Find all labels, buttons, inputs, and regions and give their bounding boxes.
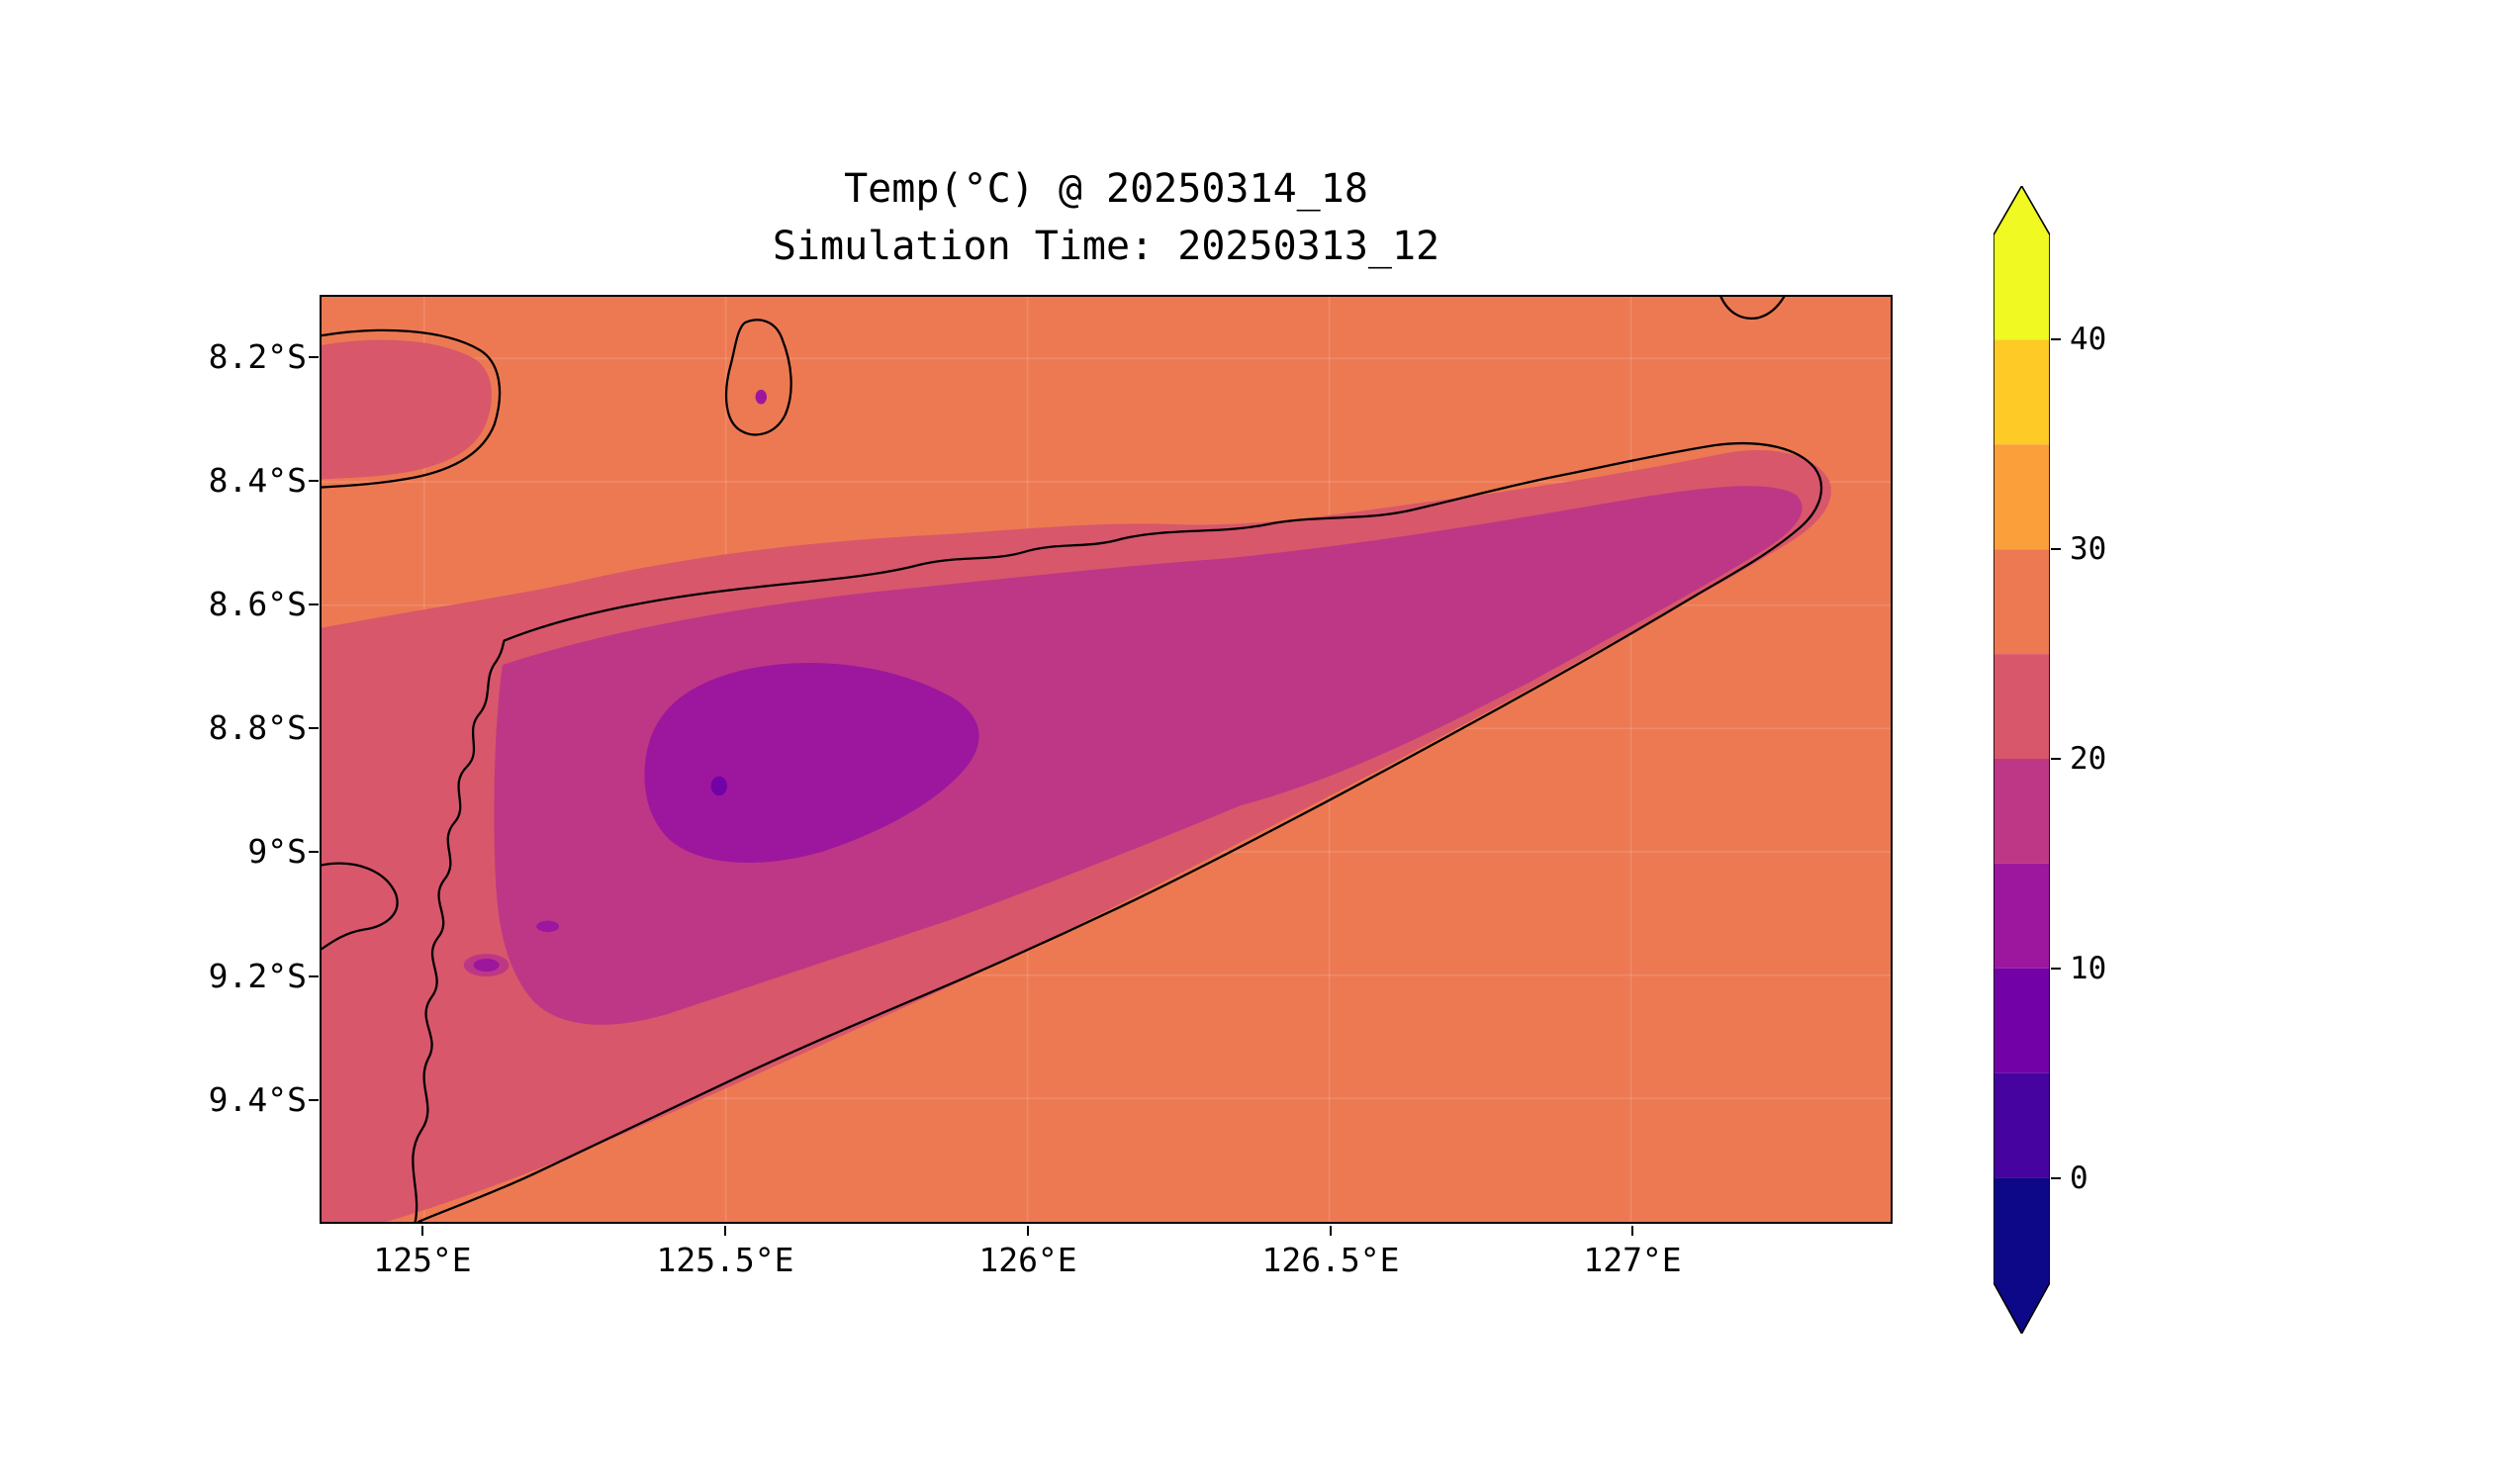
x-tick-label-126.5e: 126.5°E — [1261, 1241, 1400, 1279]
colorbar-tick-mark — [2051, 338, 2061, 340]
coastline-wetar-tip — [1719, 297, 1786, 320]
coastline-main-island — [412, 441, 1823, 1222]
colorbar-tick-mark — [2051, 758, 2061, 760]
coastlines-group — [322, 297, 1823, 1222]
colorbar-tick-label-10: 10 — [2070, 951, 2107, 986]
colorbar-band-15-20 — [1994, 759, 2050, 864]
y-tick-mark — [309, 480, 319, 482]
x-tick-label-125e: 125°E — [373, 1241, 472, 1279]
coastline-atauro-island — [724, 319, 792, 436]
colorbar-band-30-35 — [1994, 444, 2050, 550]
y-tick-label-8.2s: 8.2°S — [208, 337, 307, 376]
colorbar — [1994, 186, 2050, 1334]
speck-core-10-15 — [536, 920, 560, 933]
colorbar-tick-mark — [2051, 968, 2061, 970]
colorbar-band-below-0 — [1994, 1177, 2050, 1283]
x-tick-label-126e: 126°E — [978, 1241, 1077, 1279]
small-island-dot-10-15 — [755, 389, 767, 405]
y-tick-label-9s: 9°S — [247, 832, 307, 871]
temperature-map-svg — [322, 297, 1891, 1222]
y-tick-mark — [309, 603, 319, 605]
y-tick-mark — [309, 727, 319, 729]
colorbar-under-arrow — [1994, 1282, 2050, 1334]
y-tick-label-9.4s: 9.4°S — [208, 1080, 307, 1119]
coastline-topleft-island — [322, 328, 502, 489]
x-tick-mark — [421, 1226, 423, 1236]
y-tick-mark — [309, 851, 319, 853]
colorbar-tick-label-20: 20 — [2070, 741, 2107, 777]
colorbar-tick-mark — [2051, 548, 2061, 550]
x-tick-mark — [724, 1226, 726, 1236]
figure-title: Temp(°C) @ 20250314_18 — [844, 166, 1368, 212]
colorbar-band-0-5 — [1994, 1072, 2050, 1178]
region-highlands-10-15 — [644, 662, 979, 864]
colorbar-over-arrow — [1994, 186, 2050, 235]
y-tick-mark — [309, 975, 319, 977]
colorbar-band-35-40 — [1994, 339, 2050, 445]
region-interior-15-20 — [494, 486, 1803, 1025]
colorbar-band-20-25 — [1994, 654, 2050, 759]
y-tick-label-8.4s: 8.4°S — [208, 461, 307, 500]
colorbar-band-5-10 — [1994, 968, 2050, 1073]
x-tick-mark — [1027, 1226, 1029, 1236]
colorbar-band-10-15 — [1994, 863, 2050, 969]
y-tick-mark — [309, 1099, 319, 1101]
x-tick-label-127e: 127°E — [1583, 1241, 1682, 1279]
map-plot-area — [320, 295, 1893, 1224]
colorbar-tick-label-40: 40 — [2070, 322, 2107, 357]
x-tick-mark — [1631, 1226, 1633, 1236]
colorbar-band-25-30 — [1994, 549, 2050, 655]
region-topleft-blob-20-25 — [322, 339, 492, 480]
x-tick-mark — [1330, 1226, 1332, 1236]
coastline-west-bay — [322, 862, 399, 951]
speck-core-10-15 — [473, 959, 500, 973]
colorbar-tick-mark — [2051, 1177, 2061, 1179]
y-tick-label-8.6s: 8.6°S — [208, 585, 307, 623]
figure-subtitle: Simulation Time: 20250313_12 — [772, 224, 1440, 269]
y-tick-label-8.8s: 8.8°S — [208, 708, 307, 747]
region-peak-speck-5-10 — [710, 776, 727, 796]
colorbar-band-40-45 — [1994, 234, 2050, 340]
y-tick-mark — [309, 356, 319, 358]
x-tick-label-125.5e: 125.5°E — [656, 1241, 794, 1279]
colorbar-tick-label-30: 30 — [2070, 531, 2107, 567]
colorbar-tick-label-0: 0 — [2070, 1160, 2088, 1196]
y-tick-label-9.2s: 9.2°S — [208, 957, 307, 995]
